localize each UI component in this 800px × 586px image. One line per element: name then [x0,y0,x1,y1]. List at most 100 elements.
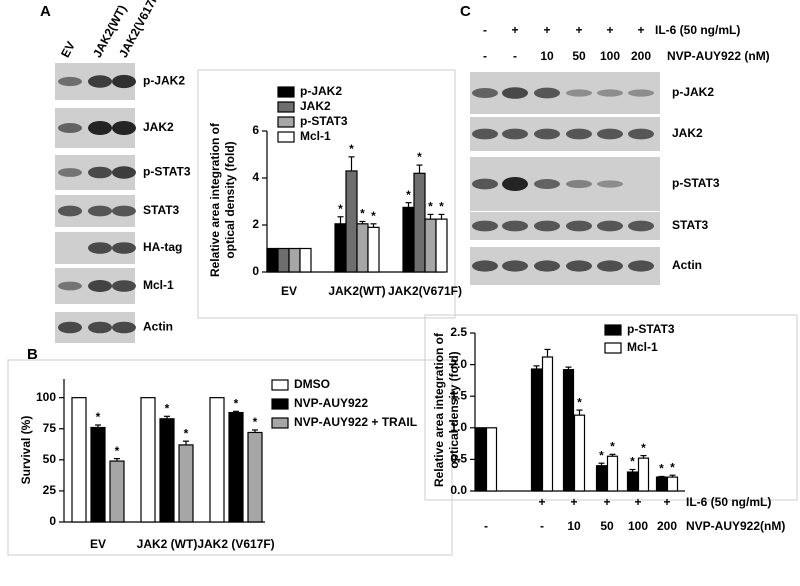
treatment-level: + [575,23,582,37]
significance-star: * [338,202,343,216]
significance-star: * [439,200,444,214]
blot-band [628,220,654,232]
blot-band [534,128,560,140]
significance-star: * [641,441,646,455]
legend-swatch [604,324,622,336]
legend-label: p-STAT3 [300,114,348,128]
legend-label: NVP-AUY922 [294,396,368,410]
significance-star: * [253,415,258,429]
y-tick-label: 1.0 [450,420,467,434]
blot-band [58,168,82,177]
y-tick-label: 50 [43,452,57,466]
blot-label: p-JAK2 [672,85,714,99]
legend-label: JAK2 [300,99,331,113]
bar [626,471,639,492]
blot-band [472,260,498,272]
y-axis-label: Relative area integration of [432,332,446,487]
panel-letter: B [27,346,38,363]
significance-star: * [234,397,239,411]
blot-background [470,157,660,211]
blot-label: Actin [143,320,173,334]
x-row-value: 100 [628,519,648,533]
bar [228,411,244,523]
bar [413,172,426,273]
x-tick-label: JAK2 (WT) [137,537,198,551]
x-row-value: - [540,519,544,533]
significance-star: * [670,460,675,474]
blot-band [566,128,592,140]
treatment-level: + [637,23,644,37]
bar [277,247,290,273]
blot-label: JAK2 [143,120,174,134]
legend-label: Mcl-1 [300,129,331,143]
blot-band [502,128,528,140]
y-axis-label: Survival (%) [19,416,33,485]
blot-label: JAK2 [672,126,703,140]
x-row-value: 10 [567,519,581,533]
bar [209,397,225,523]
treatment-label: NVP-AUY922 (nM) [667,49,770,63]
y-tick-label: 1.5 [450,388,467,402]
blot-band [534,179,560,189]
bar [666,476,679,492]
panel-frame [197,69,456,319]
bar [595,465,608,492]
bar [356,223,369,273]
treatment-level: - [483,49,487,63]
legend-swatch [277,131,295,143]
y-tick-label: 6 [252,123,259,137]
bar [345,170,358,273]
treatment-level: 200 [631,49,651,63]
y-tick-label: 0 [49,514,56,528]
significance-star: * [610,440,615,454]
blot-band [597,220,623,232]
blot-band [566,180,592,188]
x-row-value: + [634,495,641,509]
bar [367,226,380,273]
blot-band [88,121,112,135]
bar [402,206,415,273]
y-tick-label: 2.5 [450,325,467,339]
y-axis-label: Relative area integration of [208,122,222,277]
treatment-level: 100 [600,49,620,63]
significance-star: * [360,207,365,221]
blot-band [112,205,136,217]
treatment-label: IL-6 (50 ng/mL) [655,23,740,37]
blot-band [597,128,623,140]
blot-band [502,177,528,191]
x-row-value: + [538,495,545,509]
bar [573,414,586,492]
blot-band [566,89,592,97]
y-axis-label: optical density (fold) [223,141,237,258]
y-tick-label: 2 [252,217,259,231]
bar [247,431,263,523]
x-row-label: NVP-AUY922(nM) [686,519,785,533]
x-row-label: IL-6 (50 ng/mL) [686,495,771,509]
significance-star: * [428,200,433,214]
bar [606,455,619,492]
blot-band [88,242,112,254]
blot-label: Actin [672,258,702,272]
treatment-level: - [483,23,487,37]
blot-band [58,205,82,217]
y-axis-label: optical density (fold) [447,351,461,468]
blot-band [502,220,528,232]
bar [140,397,156,523]
blot-band [566,220,592,232]
x-tick-label: JAK2(WT) [328,284,385,298]
bar [334,223,347,273]
blot-label: p-STAT3 [143,165,191,179]
blot-band [628,128,654,140]
panel-frame [7,359,453,556]
x-tick-label: EV [281,284,297,298]
blot-band [566,260,592,272]
blot-band [502,87,528,99]
significance-star: * [184,426,189,440]
y-tick-label: 0.5 [450,452,467,466]
blot-band [58,76,82,87]
x-row-value: + [663,495,670,509]
bar [178,444,194,523]
bar [435,218,448,273]
legend-swatch [604,342,622,354]
